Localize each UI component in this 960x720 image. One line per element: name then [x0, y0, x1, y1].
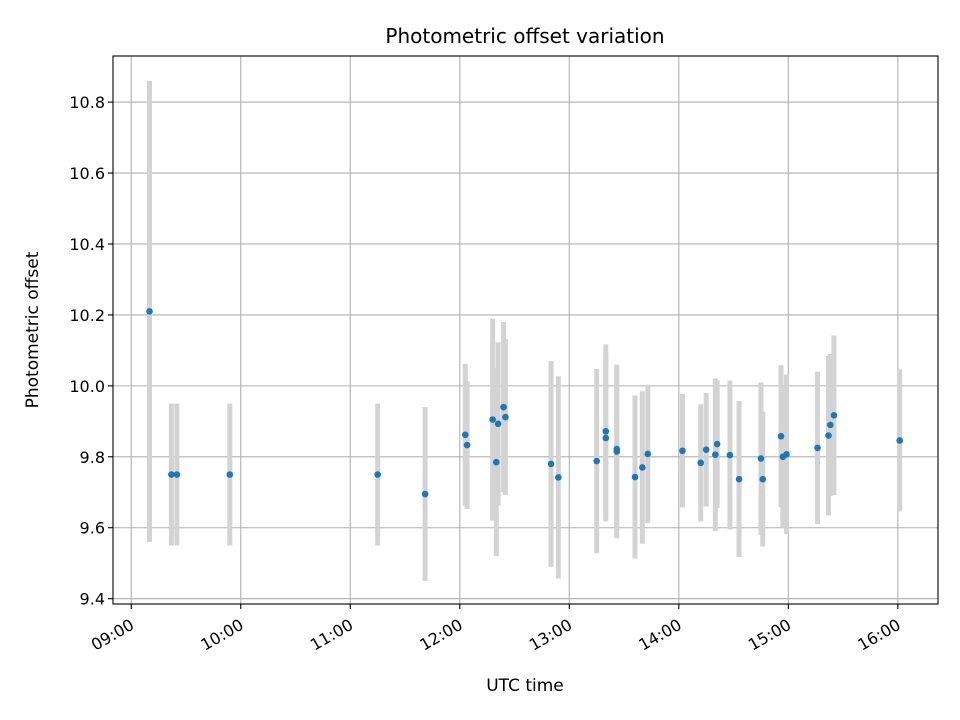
data-point-16	[602, 427, 610, 435]
data-point-22	[644, 450, 652, 458]
data-point-29	[735, 475, 743, 483]
error-bars	[147, 80, 903, 581]
data-point-9	[492, 458, 500, 466]
data-point-5	[421, 490, 429, 498]
chart-title: Photometric offset variation	[385, 24, 664, 48]
x-tick-label: 10:00	[197, 615, 246, 655]
data-point-32	[777, 432, 785, 440]
data-point-21	[639, 464, 646, 471]
data-point-28	[726, 451, 734, 459]
data-point-37	[827, 421, 834, 429]
y-tick-label: 9.8	[80, 448, 105, 467]
y-tick-label: 10.0	[69, 377, 105, 396]
x-tick-label: 13:00	[526, 615, 575, 655]
data-point-13	[547, 460, 555, 468]
y-tick-label: 10.8	[69, 93, 105, 112]
y-tick-label: 10.6	[69, 164, 105, 183]
data-point-38	[830, 412, 838, 419]
data-point-23	[679, 447, 686, 455]
data-point-17	[602, 434, 610, 442]
data-point-27	[713, 440, 721, 448]
data-point-39	[896, 437, 903, 444]
x-tick-label: 11:00	[307, 615, 356, 655]
data-point-35	[814, 444, 821, 452]
x-tick-label: 15:00	[745, 615, 794, 655]
data-point-24	[697, 459, 705, 467]
y-axis-ticks: 9.4 9.6 9.8 10.0 10.2 10.4 10.6 10.8	[69, 93, 113, 609]
data-point-6	[461, 431, 469, 439]
x-tick-label: 16:00	[854, 615, 903, 655]
data-points	[146, 308, 903, 498]
y-tick-label: 10.2	[69, 306, 105, 325]
y-tick-label: 10.4	[69, 235, 105, 254]
grid	[113, 56, 938, 604]
data-point-12	[502, 413, 509, 421]
data-point-20	[631, 473, 639, 481]
data-point-30	[757, 455, 765, 462]
data-point-11	[500, 403, 507, 411]
data-point-34	[783, 451, 790, 458]
data-point-26	[712, 451, 719, 458]
y-tick-label: 9.6	[80, 519, 105, 538]
data-point-19	[613, 445, 621, 453]
data-point-31	[759, 475, 767, 483]
data-point-14	[555, 474, 562, 481]
data-point-0	[146, 308, 153, 315]
data-point-25	[702, 446, 710, 454]
x-axis-label: UTC time	[486, 676, 564, 696]
x-tick-label: 14:00	[635, 615, 684, 655]
data-point-4	[374, 471, 381, 478]
x-tick-label: 09:00	[88, 615, 137, 655]
data-point-7	[463, 441, 471, 449]
data-point-3	[226, 471, 234, 478]
data-point-36	[825, 432, 832, 439]
x-tick-label: 12:00	[416, 615, 465, 655]
x-axis-ticks: 09:00 10:00 11:00 12:00 13:00 14:00 15:00 16:00	[88, 604, 904, 655]
data-point-1	[168, 471, 175, 478]
plot-frame	[112, 55, 939, 605]
data-point-10	[494, 420, 502, 428]
y-tick-label: 9.4	[80, 590, 105, 609]
data-point-8	[489, 416, 496, 423]
y-axis-label: Photometric offset	[23, 251, 43, 408]
data-point-2	[173, 471, 181, 478]
data-point-15	[593, 457, 600, 465]
